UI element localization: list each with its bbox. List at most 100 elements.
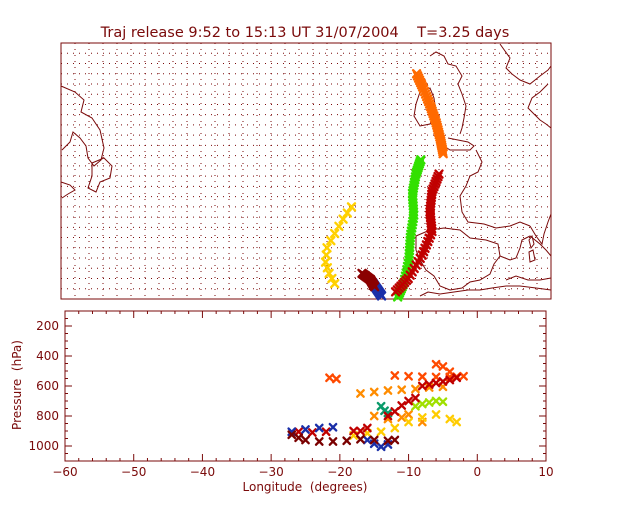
pressure-point (445, 414, 455, 424)
pressure-point (417, 381, 427, 391)
pressure-point (431, 359, 441, 369)
pressure-point (431, 396, 441, 406)
pressure-point (438, 377, 448, 386)
map-track-point (327, 273, 337, 284)
pressure-point (445, 375, 455, 385)
y-tick-label: 1000 (28, 439, 59, 453)
pressure-point (287, 430, 297, 440)
y-tick-label: 400 (36, 349, 59, 363)
pressure-axes: −60 −50 −40 −30 −20 −10 0 10 200 400 600 800 1000 (28, 310, 554, 479)
x-axis-label: Longitude (degrees) (243, 480, 368, 494)
pressure-point (431, 410, 441, 419)
pressure-point (321, 427, 331, 437)
x-tick-label: −20 (327, 465, 352, 479)
pressure-point (417, 413, 427, 422)
x-tick-label: −40 (190, 465, 215, 479)
pressure-point (376, 442, 386, 452)
x-tick-label: 0 (473, 465, 481, 479)
coastline-uk-south (443, 137, 475, 151)
map-track-4 (390, 169, 444, 297)
pressure-trajectories (287, 359, 468, 452)
pressure-point (356, 426, 365, 436)
map-track-point (326, 235, 336, 246)
pressure-point (369, 435, 379, 445)
pressure-point (390, 423, 400, 433)
pressure-point (390, 407, 400, 416)
pressure-point (390, 435, 400, 445)
coastline-ireland (413, 87, 437, 127)
map-track-2 (320, 202, 357, 289)
map-track-point (369, 282, 380, 292)
map-panel (60, 42, 552, 302)
pressure-point (424, 380, 434, 389)
map-track-point (322, 243, 332, 253)
pressure-point (404, 410, 413, 419)
pressure-point (369, 411, 379, 421)
map-grid (60, 42, 552, 300)
pressure-series-8 (287, 430, 400, 446)
map-track-point (338, 214, 348, 224)
pressure-point (431, 378, 441, 388)
map-track-point (330, 278, 340, 289)
pressure-point (342, 436, 352, 446)
x-tick-label: −50 (121, 465, 146, 479)
pressure-series-6 (294, 373, 462, 437)
pressure-point (383, 386, 393, 395)
map-trajectories (320, 69, 448, 302)
pressure-series-3 (349, 410, 462, 440)
pressure-point (411, 384, 420, 394)
pressure-series-5 (376, 401, 393, 418)
pressure-point (294, 433, 304, 443)
coastline-italy (529, 213, 552, 246)
map-coastlines (60, 43, 552, 297)
pressure-point (301, 425, 310, 434)
map-track-point (324, 268, 334, 279)
coastline-sardinia (528, 249, 536, 263)
pressure-point (390, 371, 400, 380)
y-tick-label: 200 (36, 319, 59, 333)
pressure-series-7 (287, 422, 393, 452)
pressure-point (438, 397, 448, 407)
coastline-corsica (528, 234, 535, 250)
pressure-point (417, 372, 427, 382)
pressure-point (294, 427, 304, 437)
pressure-point (362, 423, 372, 433)
pressure-point (328, 422, 338, 432)
pressure-point (383, 436, 393, 446)
pressure-point (325, 373, 334, 383)
coastline-uk-north (429, 51, 467, 135)
coastline-nova-scotia (60, 181, 76, 199)
map-track-point (438, 148, 448, 159)
map-track-point (330, 228, 340, 239)
pressure-point (356, 389, 365, 398)
pressure-point (362, 435, 372, 445)
y-axis-label: Pressure (hPa) (10, 340, 24, 430)
pressure-point (404, 371, 413, 381)
pressure-point (376, 427, 386, 437)
pressure-point (452, 373, 462, 383)
x-tick-label: −10 (396, 465, 421, 479)
pressure-point (397, 401, 407, 410)
pressure-point (417, 399, 427, 409)
map-track-6 (357, 268, 380, 292)
pressure-point (301, 435, 310, 445)
pressure-panel: −60 −50 −40 −30 −20 −10 0 10 200 400 600 800 1000 Lo… (10, 310, 554, 494)
y-tick-label: 800 (36, 409, 59, 423)
pressure-point (356, 434, 365, 444)
map-track-1 (411, 69, 448, 159)
pressure-point (459, 371, 468, 381)
map-track-point (346, 202, 357, 212)
pressure-point (369, 387, 379, 397)
coastline-mediterranean (499, 235, 552, 281)
pressure-point (397, 413, 407, 422)
pressure-point (404, 417, 413, 427)
y-tick-label: 600 (36, 379, 59, 393)
coastline-iberia (415, 227, 501, 291)
pressure-point (438, 362, 448, 371)
coastline-scandinavia (499, 43, 552, 129)
pressure-point (411, 401, 420, 411)
pressure-point (431, 372, 441, 382)
pressure-point (452, 417, 462, 427)
coastline-labrador (60, 85, 105, 167)
